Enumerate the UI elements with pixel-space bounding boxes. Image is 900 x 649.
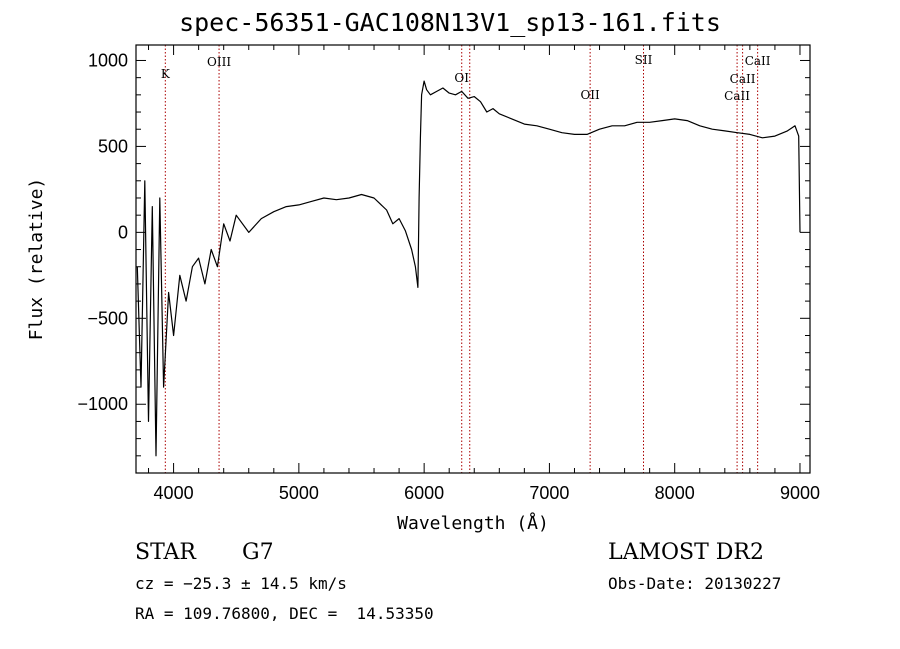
line-marker-label: K [161, 67, 171, 81]
object-class: STAR [135, 540, 196, 565]
line-marker-label: CaII [745, 54, 771, 68]
y-tick-label: −1000 [77, 394, 128, 414]
x-tick-label: 6000 [404, 483, 444, 503]
coordinates-text: RA = 109.76800, DEC = 14.53350 [135, 604, 434, 623]
y-axis-label: Flux (relative) [26, 178, 47, 341]
spectrum-series-line [136, 80, 801, 457]
line-marker-layer [164, 45, 759, 473]
x-tick-label: 8000 [655, 483, 695, 503]
x-tick-label: 4000 [154, 483, 194, 503]
redshift-text: cz = −25.3 ± 14.5 km/s [135, 574, 347, 593]
line-marker-label: CaII [724, 89, 750, 103]
survey-name: LAMOST DR2 [608, 540, 764, 565]
object-subclass: G7 [242, 540, 274, 565]
y-tick-label: 0 [118, 222, 128, 242]
x-tick-label: 9000 [780, 483, 820, 503]
chart-title: spec-56351-GAC108N13V1_sp13-161.fits [179, 8, 721, 37]
y-tick-label: 1000 [88, 50, 128, 70]
line-marker-label: SII [635, 53, 653, 67]
line-marker-label: CaII [730, 72, 756, 86]
y-tick-label: 500 [98, 136, 128, 156]
line-marker-label: OI [454, 71, 469, 85]
line-marker-label: OII [580, 88, 600, 102]
x-tick-label: 5000 [279, 483, 319, 503]
plot-frame [135, 44, 811, 474]
observation-date: Obs-Date: 20130227 [608, 574, 782, 593]
tick-layer [136, 45, 810, 473]
y-tick-label: −500 [87, 308, 128, 328]
line-marker-label: OIII [207, 55, 231, 69]
label-layer: 4000 5000 6000 7000 8000 900010005000−500−100… [26, 50, 820, 534]
spectrum-layer [136, 80, 801, 457]
x-axis-label: Wavelength (Å) [397, 512, 549, 534]
x-tick-label: 7000 [529, 483, 569, 503]
